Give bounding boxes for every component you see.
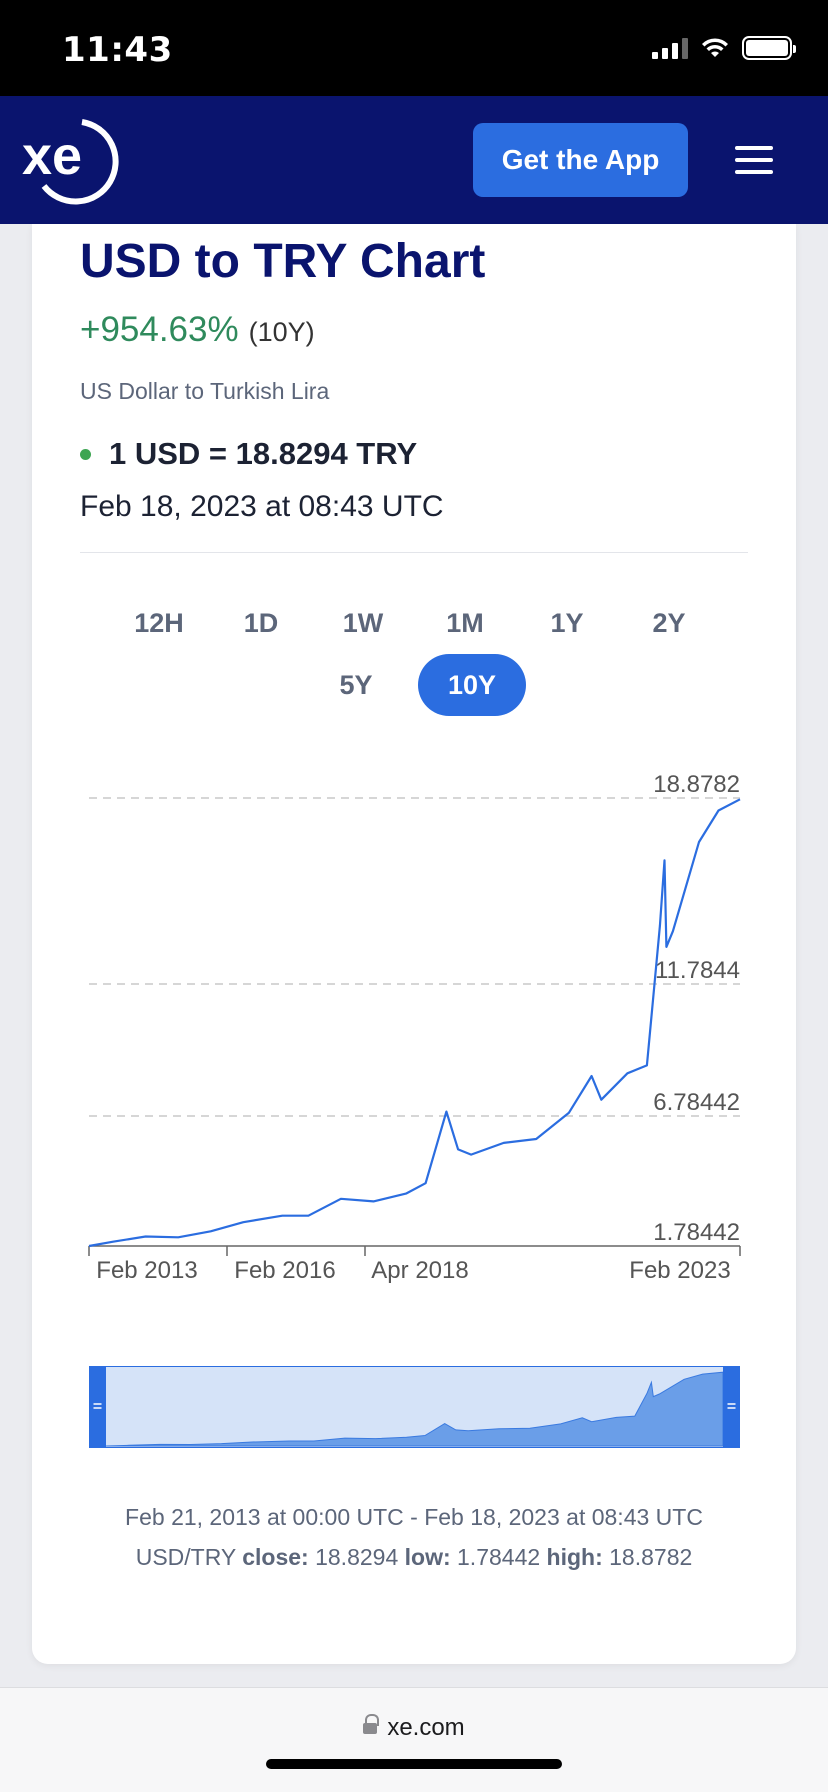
status-time: 11:43 — [62, 30, 173, 70]
summary-stats: USD/TRY close: 18.8294 low: 1.78442 high… — [32, 1544, 796, 1571]
url-display[interactable]: xe.com — [0, 1714, 828, 1742]
pair-label: USD/TRY — [135, 1544, 236, 1570]
navigator-right-handle — [723, 1366, 740, 1448]
change-value: +954.63% — [80, 310, 239, 349]
line-chart[interactable]: 18.8782 11.7844 6.78442 1.78442 Feb 2013 Feb … — [32, 224, 796, 1474]
divider — [80, 552, 748, 553]
browser-address-bar[interactable]: xe.com — [0, 1687, 828, 1792]
wifi-icon — [702, 38, 728, 57]
rate-text: 1 USD = 18.8294 TRY — [109, 436, 418, 471]
y-tick-label: 1.78442 — [653, 1219, 740, 1246]
range-button-1y[interactable]: 1Y — [516, 592, 618, 654]
series-line — [88, 798, 741, 1248]
status-bar: 11:43 — [0, 0, 828, 96]
get-the-app-button[interactable]: Get the App — [473, 123, 688, 197]
close-value: 18.8294 — [315, 1544, 399, 1570]
range-button-1m[interactable]: 1M — [414, 592, 516, 654]
range-button-1w[interactable]: 1W — [312, 592, 414, 654]
high-label: high: — [546, 1544, 603, 1570]
range-button-5y[interactable]: 5Y — [302, 654, 410, 716]
low-label: low: — [404, 1544, 451, 1570]
lock-icon — [363, 1714, 380, 1736]
range-selector-row-2: 5Y 10Y — [32, 654, 796, 716]
low-value: 1.78442 — [457, 1544, 541, 1570]
home-indicator[interactable] — [266, 1759, 562, 1769]
current-rate: 1 USD = 18.8294 TRY — [80, 436, 417, 472]
currency-pair-name: US Dollar to Turkish Lira — [80, 378, 330, 404]
date-range-text: Feb 21, 2013 at 00:00 UTC - Feb 18, 2023… — [125, 1504, 703, 1530]
range-selector-row-1: 12H 1D 1W 1M 1Y 2Y — [32, 592, 796, 654]
y-tick-label: 6.78442 — [653, 1089, 740, 1116]
range-navigator[interactable] — [89, 1366, 740, 1448]
page-title: USD to TRY Chart — [80, 235, 486, 288]
x-tick-label: Feb 2013 — [96, 1257, 197, 1284]
hamburger-menu-icon[interactable] — [735, 146, 773, 174]
change-period: (10Y) — [248, 317, 315, 347]
logo-text: xe — [22, 126, 82, 186]
battery-icon — [742, 36, 796, 60]
x-tick-label: Feb 2023 — [629, 1257, 730, 1284]
live-dot-icon — [80, 448, 91, 460]
rate-timestamp: Feb 18, 2023 at 08:43 UTC — [80, 490, 444, 523]
xe-logo[interactable]: xe — [22, 112, 126, 208]
y-tick-label: 18.8782 — [653, 771, 740, 798]
y-tick-label: 11.7844 — [655, 957, 740, 984]
signal-icon — [652, 37, 688, 59]
app-header: xe Get the App — [0, 96, 828, 224]
range-button-12h[interactable]: 12H — [108, 592, 210, 654]
close-label: close: — [242, 1544, 309, 1570]
x-tick-label: Feb 2016 — [234, 1257, 335, 1284]
range-button-2y[interactable]: 2Y — [618, 592, 720, 654]
range-button-1d[interactable]: 1D — [210, 592, 312, 654]
high-value: 18.8782 — [609, 1544, 693, 1570]
navigator-left-handle — [89, 1366, 106, 1448]
chart-card: USD to TRY Chart +954.63% (10Y) US Dolla… — [32, 224, 796, 1664]
change-summary: +954.63% (10Y) — [80, 310, 315, 350]
navigator-area — [105, 1371, 724, 1447]
url-text: xe.com — [387, 1714, 465, 1741]
x-tick-label: Apr 2018 — [371, 1257, 468, 1284]
range-button-10y[interactable]: 10Y — [418, 654, 526, 716]
status-icons — [652, 36, 796, 60]
